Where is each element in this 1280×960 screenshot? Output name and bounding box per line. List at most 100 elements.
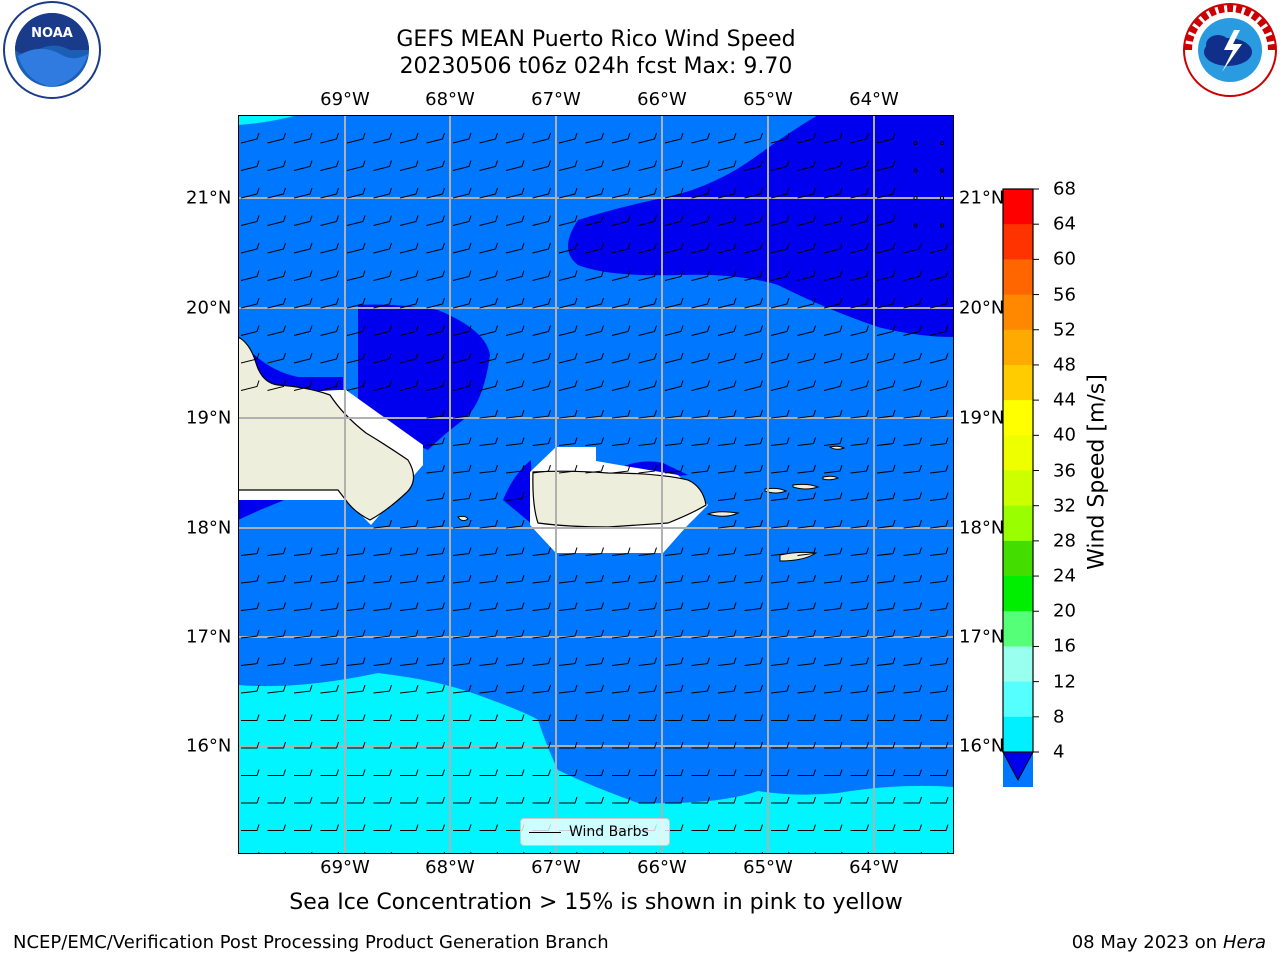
wind-barb	[876, 547, 896, 556]
wind-barb	[691, 270, 710, 281]
colorbar	[1002, 188, 1039, 787]
wind-barb	[770, 602, 790, 611]
wind-barb	[559, 741, 578, 749]
wind-barb	[903, 270, 922, 281]
wind-barb	[267, 297, 286, 309]
wind-barb	[638, 769, 657, 776]
colorbar-tick-label: 40	[1053, 424, 1076, 446]
lat-label-right: 18°N	[959, 517, 1005, 539]
wind-barb	[399, 380, 419, 391]
wind-barb	[505, 160, 525, 171]
wind-barb	[479, 215, 498, 226]
wind-barb	[452, 409, 472, 419]
wind-barb	[930, 796, 949, 804]
land-anegada	[828, 445, 846, 450]
wind-barb	[532, 796, 551, 804]
wind-barb	[479, 464, 498, 474]
lat-label-right: 16°N	[959, 735, 1005, 757]
wind-barb	[929, 684, 949, 694]
wind-barb	[346, 270, 366, 281]
wind-barb	[929, 547, 949, 556]
wind-barb	[452, 380, 472, 391]
wind-barb	[797, 492, 816, 501]
wind-barb	[691, 684, 710, 694]
wind-barb	[240, 132, 260, 144]
wind-barb	[346, 297, 366, 309]
wind-barbs	[240, 132, 949, 854]
wind-barb	[293, 187, 313, 199]
wind-barb	[240, 215, 260, 226]
wind-barb	[877, 796, 896, 804]
wind-barb	[399, 352, 419, 364]
wind-barb	[320, 270, 339, 281]
wind-barb	[585, 741, 604, 749]
wind-barb	[399, 242, 419, 254]
wind-barb	[479, 492, 498, 501]
colorbar-segment	[1003, 435, 1033, 471]
wind-barb	[823, 437, 843, 446]
wind-barb	[717, 437, 737, 446]
wind-barb	[717, 519, 737, 529]
wind-barb	[240, 657, 260, 666]
wind-barb	[505, 270, 525, 281]
wind-barb	[638, 160, 657, 171]
wind-barb	[373, 602, 392, 611]
wind-barb	[850, 464, 869, 474]
wind-barb	[585, 409, 604, 419]
wind-barb	[267, 629, 286, 639]
wind-barb	[797, 824, 816, 831]
wind-barb	[373, 769, 392, 776]
wind-barb	[267, 796, 286, 804]
wind-barb	[718, 741, 737, 749]
wind-barb	[929, 574, 949, 584]
band-below-4-ne	[568, 115, 954, 337]
wind-barb	[426, 769, 445, 776]
wind-barb	[505, 574, 525, 584]
wind-barb	[293, 629, 313, 639]
wind-barb	[850, 325, 869, 336]
wind-barb	[930, 714, 949, 721]
chart-title: GEFS MEAN Puerto Rico Wind Speed	[396, 27, 796, 52]
wind-barb	[771, 796, 790, 804]
colorbar-tick-label: 68	[1053, 178, 1076, 200]
wind-barb	[240, 242, 260, 254]
wind-barb	[717, 270, 737, 281]
lon-label-top: 69°W	[320, 89, 370, 110]
wind-barb	[558, 160, 578, 171]
lat-label-right: 20°N	[959, 297, 1005, 319]
wind-barb	[426, 796, 445, 804]
wind-barb	[399, 657, 419, 666]
sea-ice-note: Sea Ice Concentration > 15% is shown in …	[289, 890, 903, 915]
wind-barb	[505, 352, 525, 364]
wind-barb	[373, 352, 392, 364]
wind-barb	[638, 242, 657, 254]
wind-barb	[611, 684, 631, 694]
wind-barb	[638, 437, 657, 446]
wind-barb	[267, 684, 286, 694]
wind-barb	[717, 160, 737, 171]
wind-barb	[664, 409, 684, 419]
wind-barb	[611, 325, 631, 336]
wind-barb	[505, 325, 525, 336]
wind-barb-calm	[939, 223, 945, 228]
wind-barb	[664, 160, 684, 171]
wind-barb	[771, 769, 790, 776]
wind-barb	[638, 187, 657, 199]
wind-barb	[876, 492, 896, 501]
wind-barb	[929, 437, 949, 446]
wind-barb	[320, 297, 339, 309]
wind-barb	[267, 769, 286, 776]
wind-barb	[399, 325, 419, 336]
wind-barb	[585, 132, 604, 144]
wind-barb	[346, 132, 366, 144]
wind-barb	[373, 270, 392, 281]
wind-barb	[558, 325, 578, 336]
wind-barb	[532, 380, 551, 391]
wind-barb	[770, 297, 790, 309]
wind-barb	[611, 297, 631, 309]
wind-barb	[294, 769, 313, 776]
wind-barb	[903, 769, 922, 776]
wind-barb	[585, 464, 604, 474]
wind-barb	[691, 297, 710, 309]
wind-barb	[453, 741, 472, 749]
